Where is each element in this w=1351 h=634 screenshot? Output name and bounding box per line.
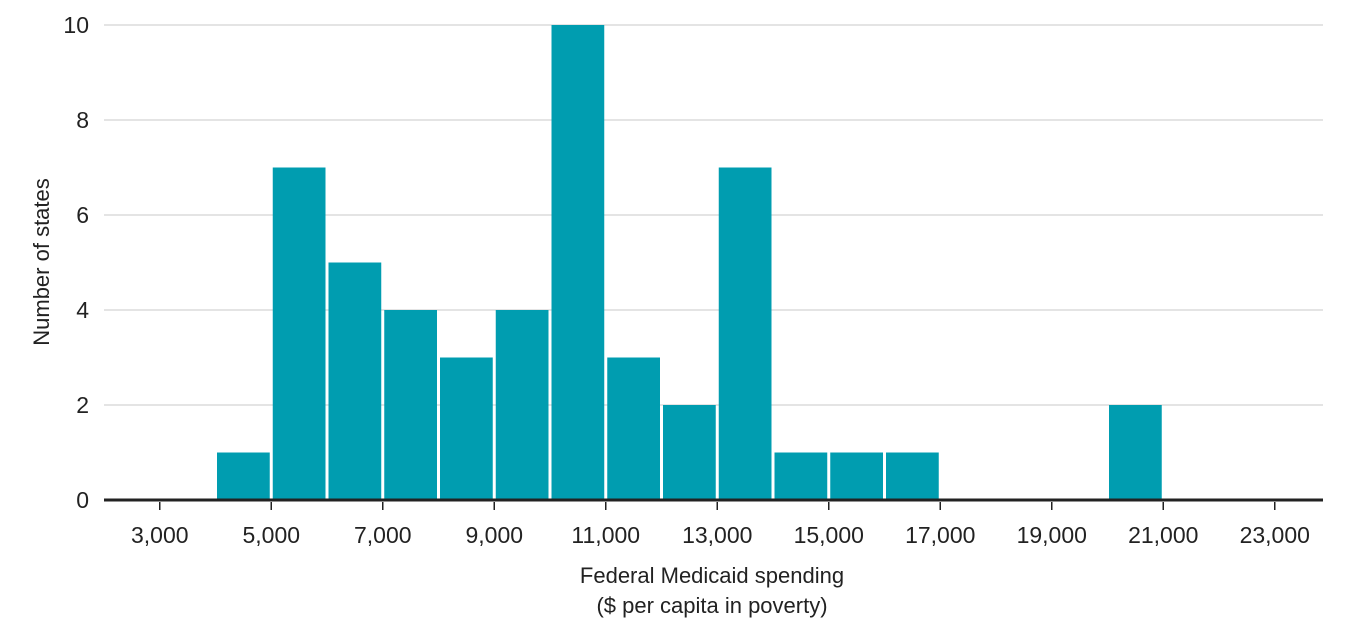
histogram-bar [774,452,828,500]
histogram-bar [886,452,939,500]
x-axis-title-line-1: Federal Medicaid spending [580,563,844,588]
x-tick-label: 13,000 [682,522,752,548]
x-tick-label: 9,000 [465,522,523,548]
histogram-bar [718,167,772,500]
histogram-bar [663,405,716,500]
x-tick-label: 5,000 [242,522,300,548]
histogram-bar [328,262,382,500]
x-tick-label: 15,000 [794,522,864,548]
y-tick-label: 8 [76,107,89,133]
x-tick-label: 23,000 [1240,522,1310,548]
histogram-bar [607,357,660,500]
bars [217,25,1162,500]
x-axis-title-line-2: ($ per capita in poverty) [596,593,827,618]
y-tick-label: 0 [76,487,89,513]
y-tick-label: 10 [63,12,89,38]
x-tick-label: 11,000 [571,522,640,548]
histogram-bar [272,167,326,500]
histogram-bar [217,452,270,500]
x-tick-label: 19,000 [1017,522,1087,548]
x-tick-label: 3,000 [131,522,189,548]
histogram-bar [1109,405,1162,500]
y-tick-label: 6 [76,202,89,228]
histogram-bar [830,452,883,500]
histogram-bar [495,310,549,500]
histogram-bar [384,310,437,500]
histogram-bar [440,357,493,500]
x-tick-labels: 3,000 5,000 7,000 9,000 11,000 13,000 15,000 17… [131,502,1310,548]
x-tick-label: 17,000 [905,522,975,548]
x-tick-label: 7,000 [354,522,412,548]
y-axis-title: Number of states [29,178,54,346]
x-tick-label: 21,000 [1128,522,1198,548]
y-tick-labels: 0 2 4 6 8 10 [63,12,89,513]
y-tick-label: 2 [76,392,89,418]
y-tick-label: 4 [76,297,89,323]
histogram-bar [551,25,605,500]
